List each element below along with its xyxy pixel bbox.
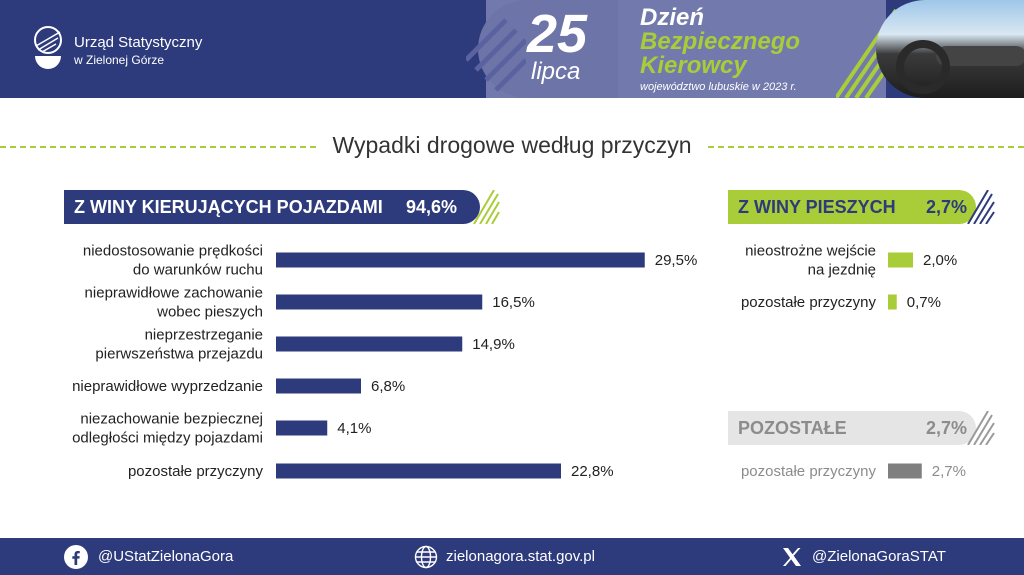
pedestrians-banner-label: Z WINY PIESZYCH xyxy=(738,197,896,217)
drivers-hatch-icon xyxy=(473,190,500,224)
event-title: Dzień Bezpiecznego Kierowcy xyxy=(640,6,800,78)
value-label: 14,9% xyxy=(472,336,515,353)
steering-wheel-icon xyxy=(896,40,950,94)
value-label: 16,5% xyxy=(492,294,535,311)
category-label: pierwszeństwa przejazdu xyxy=(95,346,263,363)
bar xyxy=(276,294,483,310)
stripes-decoration-icon xyxy=(466,18,526,92)
x-logo-icon[interactable] xyxy=(780,545,804,569)
value-label: 4,1% xyxy=(337,420,371,437)
drivers-banner: Z WINY KIERUJĄCYCH POJAZDAMI 94,6% xyxy=(64,190,480,224)
footer: @UStatZielonaGora zielonagora.stat.gov.p… xyxy=(0,538,1024,575)
bar xyxy=(888,463,922,479)
category-label: pozostałe przyczyny xyxy=(741,463,877,480)
category-label: niedostosowanie prędkości xyxy=(83,243,263,260)
category-label: nieostrożne wejście xyxy=(745,243,876,260)
bar xyxy=(276,463,561,479)
globe-icon[interactable] xyxy=(414,545,438,569)
bar xyxy=(276,252,645,268)
bar xyxy=(276,420,328,436)
event-day: 25 xyxy=(527,4,588,64)
category-label: na jezdnię xyxy=(808,262,876,279)
chart-title-text: Wypadki drogowe według przyczyn xyxy=(322,132,702,158)
drivers-banner-label: Z WINY KIERUJĄCYCH POJAZDAMI xyxy=(74,197,383,217)
value-label: 2,0% xyxy=(923,252,957,269)
value-label: 6,8% xyxy=(371,378,405,395)
category-label: pozostałe przyczyny xyxy=(741,294,877,311)
other-hatch-icon xyxy=(967,411,995,445)
category-label: niezachowanie bezpiecznej xyxy=(80,411,263,428)
other-banner: POZOSTAŁE 2,7% xyxy=(728,411,976,445)
pedestrians-banner-percent: 2,7% xyxy=(926,197,968,217)
drivers-banner-percent: 94,6% xyxy=(406,197,458,217)
pedestrians-banner: Z WINY PIESZYCH 2,7% xyxy=(728,190,976,224)
category-label: do warunków ruchu xyxy=(133,262,263,279)
org-line1: Urząd Statystyczny xyxy=(74,34,203,51)
category-label: odległości między pojazdami xyxy=(72,430,263,447)
category-label: pozostałe przyczyny xyxy=(128,463,264,480)
header: Urząd Statystyczny w Zielonej Górze 25 l… xyxy=(0,0,1024,98)
category-label: nieprawidłowe wyprzedzanie xyxy=(72,378,263,395)
event-title-line3: Kierowcy xyxy=(640,52,747,79)
title-divider-right xyxy=(708,146,1024,148)
other-banner-label: POZOSTAŁE xyxy=(738,418,847,438)
value-label: 29,5% xyxy=(655,252,698,269)
value-label: 22,8% xyxy=(571,463,614,480)
gus-logo-icon xyxy=(34,26,62,69)
value-label: 0,7% xyxy=(907,294,941,311)
event-subtitle: województwo lubuskie w 2023 r. xyxy=(640,81,797,93)
pedestrians-hatch-icon xyxy=(967,190,995,224)
bar xyxy=(276,336,463,352)
org-line2: w Zielonej Górze xyxy=(74,53,165,67)
bar xyxy=(888,294,897,310)
event-title-line1: Dzień xyxy=(640,4,705,31)
facebook-link[interactable]: @UStatZielonaGora xyxy=(98,548,234,565)
category-label: nieprzestrzeganie xyxy=(145,327,263,344)
car-dashboard xyxy=(936,46,1024,66)
bar xyxy=(888,252,913,268)
car-interior-photo xyxy=(876,0,1024,98)
value-label: 2,7% xyxy=(932,463,966,480)
bar xyxy=(276,378,361,394)
event-month: lipca xyxy=(531,58,581,85)
facebook-icon[interactable] xyxy=(64,545,88,569)
other-banner-percent: 2,7% xyxy=(926,418,968,438)
org-name: Urząd Statystyczny w Zielonej Górze xyxy=(74,34,202,68)
x-link[interactable]: @ZielonaGoraSTAT xyxy=(812,548,946,565)
chart-title: Wypadki drogowe według przyczyn xyxy=(0,132,1024,159)
category-label: wobec pieszych xyxy=(156,304,263,321)
category-label: nieprawidłowe zachowanie xyxy=(85,285,263,302)
website-link[interactable]: zielonagora.stat.gov.pl xyxy=(446,548,595,565)
event-title-line2: Bezpiecznego xyxy=(640,28,801,55)
title-divider-left xyxy=(0,146,316,148)
